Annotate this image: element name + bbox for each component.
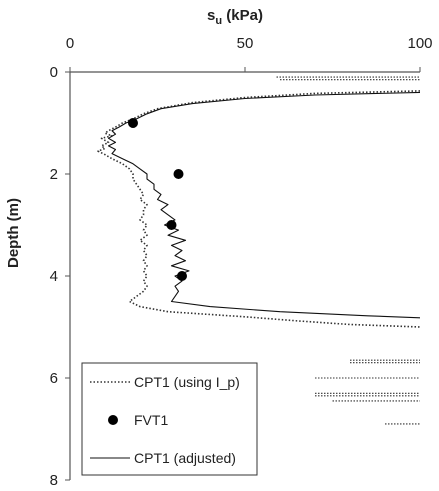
y-tick-label: 4 [50,268,58,285]
fvt1-point [177,271,187,281]
fvt1-points [128,118,187,281]
x-axis-title: su (kPa) [207,7,263,27]
svg-text:su (kPa): su (kPa) [207,7,263,27]
legend-label-cpt1-adjusted: CPT1 (adjusted) [134,450,236,466]
series-line-cpt1-adjusted [107,91,421,319]
series-layer [97,76,421,425]
y-tick-label: 2 [50,166,58,183]
y-tick-labels: 0 2 4 6 8 [50,64,58,489]
series-line-cpt1-using-i-p [97,90,421,328]
y-axis-title: Depth (m) [5,198,22,268]
fvt1-point [166,220,177,230]
x-tick-label: 0 [66,35,74,52]
legend-swatch-fvt1 [108,415,118,425]
x-tick-label: 100 [407,35,432,52]
x-axis-title-main: s [207,7,215,24]
legend-label-fvt1: FVT1 [134,412,168,428]
legend: CPT1 (using I_p) FVT1 CPT1 (adjusted) [81,362,258,476]
x-tick-label: 50 [237,35,254,52]
x-axis-title-sub: u [215,15,222,27]
legend-label-cpt1-ip: CPT1 (using I_p) [134,374,240,390]
x-tick-labels: 0 50 100 [66,35,433,52]
y-tick-label: 8 [50,472,58,489]
y-tick-label: 6 [50,370,58,387]
fvt1-point [173,169,184,179]
y-tick-label: 0 [50,64,58,81]
fvt1-point [128,118,138,128]
axes [65,67,421,481]
x-axis-title-unit: (kPa) [222,7,263,24]
